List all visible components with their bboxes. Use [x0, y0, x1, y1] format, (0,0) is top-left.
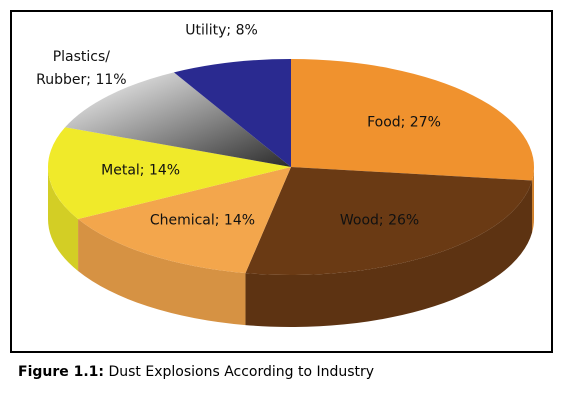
figure-frame [10, 10, 553, 353]
slice-side [78, 219, 246, 326]
caption: Figure 1.1: Dust Explosions According to… [18, 364, 374, 380]
caption-label: Figure 1.1: [18, 364, 105, 380]
slice [65, 72, 291, 167]
slice-side [245, 180, 533, 328]
caption-text: Dust Explosions According to Industry [108, 364, 375, 380]
slice-label: Utility; 8% [185, 22, 258, 39]
slice-label: Wood; 26% [339, 212, 420, 229]
slice [78, 167, 291, 274]
slice [245, 167, 533, 276]
slice-label: Metal; 14% [101, 162, 181, 179]
slice-label: Plastics/ Rubber; 11% [36, 48, 127, 88]
slice-label: Chemical; 14% [149, 212, 256, 229]
slice-label: Food; 27% [367, 114, 441, 131]
slice [48, 127, 292, 220]
slice-side [532, 167, 534, 233]
slice-side [48, 167, 79, 272]
slice [173, 59, 291, 167]
slice [291, 59, 534, 181]
